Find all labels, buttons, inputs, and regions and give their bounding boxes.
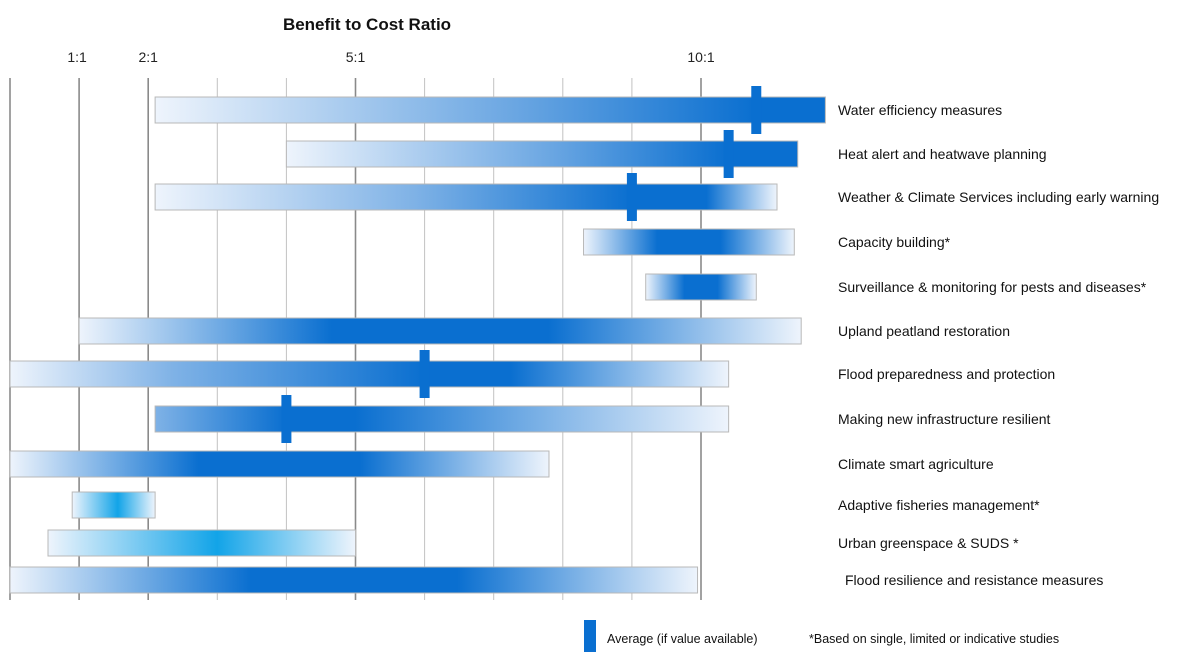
- x-tick-label: 1:1: [67, 49, 87, 65]
- average-marker: [281, 395, 292, 443]
- category-label: Adaptive fisheries management*: [838, 497, 1040, 513]
- range-bar: [154, 183, 778, 211]
- range-bar: [645, 273, 757, 301]
- range-bar: [285, 140, 799, 168]
- range-bar: [154, 405, 730, 433]
- range-bar: [47, 529, 356, 557]
- category-label: Climate smart agriculture: [838, 456, 994, 472]
- range-bar: [583, 228, 795, 256]
- range-bar: [9, 566, 699, 594]
- category-label: Capacity building*: [838, 234, 951, 250]
- average-marker: [626, 173, 637, 221]
- average-marker: [419, 350, 430, 398]
- chart-title: Benefit to Cost Ratio: [283, 15, 451, 34]
- range-bar: [9, 360, 730, 388]
- category-label: Making new infrastructure resilient: [838, 411, 1051, 427]
- range-bars: [9, 86, 826, 594]
- category-label: Weather & Climate Services including ear…: [838, 189, 1159, 205]
- category-label: Surveillance & monitoring for pests and …: [838, 279, 1147, 295]
- x-tick-label: 2:1: [138, 49, 158, 65]
- legend-average-label: Average (if value available): [607, 632, 758, 646]
- x-tick-label: 10:1: [687, 49, 714, 65]
- category-label: Water efficiency measures: [838, 102, 1002, 118]
- average-marker: [751, 86, 762, 134]
- category-label: Urban greenspace & SUDS *: [838, 535, 1019, 551]
- category-labels: Water efficiency measures Heat alert and …: [838, 102, 1159, 588]
- average-marker: [723, 130, 734, 178]
- legend-footnote: *Based on single, limited or indicative …: [809, 632, 1059, 646]
- range-bar: [154, 96, 826, 124]
- legend: Average (if value available) *Based on s…: [584, 620, 1059, 652]
- category-label: Heat alert and heatwave planning: [838, 146, 1047, 162]
- x-tick-labels: 1:1 2:1 5:1 10:1: [67, 49, 714, 65]
- category-label: Flood resilience and resistance measures: [845, 572, 1103, 588]
- range-bar: [71, 491, 156, 519]
- range-bar: [9, 450, 550, 478]
- range-bar: [78, 317, 802, 345]
- legend-average-swatch: [584, 620, 596, 652]
- category-label: Upland peatland restoration: [838, 323, 1010, 339]
- category-label: Flood preparedness and protection: [838, 366, 1055, 382]
- x-tick-label: 5:1: [346, 49, 366, 65]
